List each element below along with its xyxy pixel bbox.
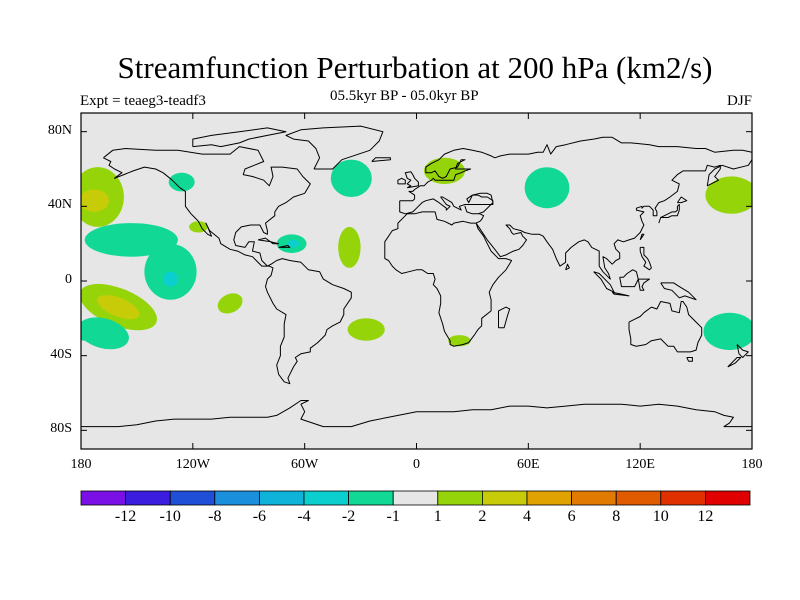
colorbar-box xyxy=(571,490,617,506)
colorbar-label: 1 xyxy=(433,508,442,525)
colorbar-label: -10 xyxy=(159,508,181,525)
anomaly-region-13 xyxy=(330,159,372,197)
anomaly-region-4 xyxy=(163,271,178,287)
anomaly-region-19 xyxy=(705,176,752,214)
lat-tick-label: 80S xyxy=(50,421,72,437)
anomaly-layer xyxy=(81,157,752,351)
colorbar-label: -1 xyxy=(386,508,400,525)
colorbar-box xyxy=(481,490,528,506)
coastline-10 xyxy=(565,263,570,271)
colorbar-label: -12 xyxy=(114,508,137,525)
coastline-6 xyxy=(371,157,391,162)
anomaly-region-12 xyxy=(287,240,300,248)
lon-tick-label: 60E xyxy=(517,457,540,472)
lat-tick-label: 0 xyxy=(65,272,72,287)
anomaly-region-15 xyxy=(347,318,385,341)
map-title: Streamfunction Perturbation at 200 hPa (… xyxy=(117,50,713,85)
coastline-24 xyxy=(81,400,752,428)
coastline-9 xyxy=(498,306,511,329)
lon-tick-label: 180 xyxy=(70,457,92,472)
coastline-22 xyxy=(736,344,749,358)
coastline-21 xyxy=(686,357,693,362)
lon-tick-label: 180 xyxy=(741,457,763,472)
anomaly-region-14 xyxy=(338,226,361,268)
colorbar-label: 2 xyxy=(478,508,487,525)
lat-tick-label: 40S xyxy=(50,346,72,362)
coastline-18 xyxy=(639,246,652,271)
colorbar-label: 4 xyxy=(523,508,531,525)
coastline-17 xyxy=(637,278,650,291)
colorbar-box xyxy=(526,490,572,506)
anomaly-region-6 xyxy=(97,295,140,320)
season-label: DJF xyxy=(726,93,752,109)
coastline-7 xyxy=(257,237,280,245)
coastline-1 xyxy=(285,125,384,170)
anomaly-region-10 xyxy=(217,293,243,314)
colorbar-box xyxy=(169,490,216,506)
colorbar-box xyxy=(348,490,394,506)
colorbar-box xyxy=(80,490,126,506)
coastline-8 xyxy=(278,245,291,248)
colorbar-label: 12 xyxy=(697,508,714,525)
colorbar-label: 6 xyxy=(567,508,576,525)
coastline-3 xyxy=(384,136,752,347)
coastline-0 xyxy=(103,146,352,385)
coastline-12 xyxy=(676,196,688,204)
experiment-label: Expt = teaeg3-teadf3 xyxy=(80,93,206,109)
lon-tick-label: 120E xyxy=(625,457,655,472)
anomaly-region-1 xyxy=(81,189,109,212)
anomaly-region-20 xyxy=(703,312,752,351)
colorbar xyxy=(80,490,751,506)
lat-tick-label: 40N xyxy=(47,197,72,213)
colorbar-label: 8 xyxy=(612,508,621,525)
lon-tick-label: 0 xyxy=(413,457,420,472)
anomaly-region-16 xyxy=(448,335,471,347)
coastline-15 xyxy=(611,291,630,297)
coastline-5 xyxy=(397,177,406,185)
coastline-layer xyxy=(81,125,752,428)
anomaly-region-18 xyxy=(524,167,570,209)
colorbar-box xyxy=(303,490,349,506)
axis-ticks xyxy=(80,113,753,449)
colorbar-box xyxy=(125,490,171,506)
colorbar-label: -8 xyxy=(208,508,222,525)
coastline-4 xyxy=(404,171,419,189)
colorbar-box xyxy=(392,490,439,506)
colorbar-box xyxy=(258,490,305,506)
lat-tick-label: 80N xyxy=(47,122,72,138)
colorbar-label: 10 xyxy=(652,508,669,525)
colorbar-box xyxy=(214,490,260,506)
anomaly-region-2 xyxy=(84,223,178,257)
anomaly-region-8 xyxy=(168,172,195,192)
colorbar-label: -6 xyxy=(252,508,267,525)
colorbar-box xyxy=(437,490,483,506)
period-label: 05.5kyr BP - 05.0kyr BP xyxy=(330,88,479,104)
coastline-11 xyxy=(658,204,680,224)
anomaly-region-7 xyxy=(81,317,129,350)
lon-tick-label: 120W xyxy=(175,457,210,472)
coastline-19 xyxy=(660,282,697,301)
coastline-16 xyxy=(619,269,639,288)
coastline-13 xyxy=(639,233,645,241)
coastline-23 xyxy=(727,357,742,368)
colorbar-box xyxy=(705,490,751,506)
lon-tick-label: 60W xyxy=(291,457,319,472)
colorbar-label: -2 xyxy=(341,508,356,525)
colorbar-box xyxy=(660,490,706,506)
colorbar-box xyxy=(615,490,662,506)
coastline-20 xyxy=(628,301,703,353)
coastline-2 xyxy=(192,127,287,148)
colorbar-label: -4 xyxy=(297,508,311,525)
anomaly-region-21 xyxy=(81,325,93,341)
